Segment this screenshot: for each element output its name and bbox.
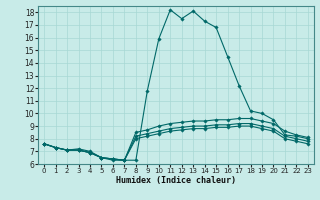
X-axis label: Humidex (Indice chaleur): Humidex (Indice chaleur) (116, 176, 236, 185)
